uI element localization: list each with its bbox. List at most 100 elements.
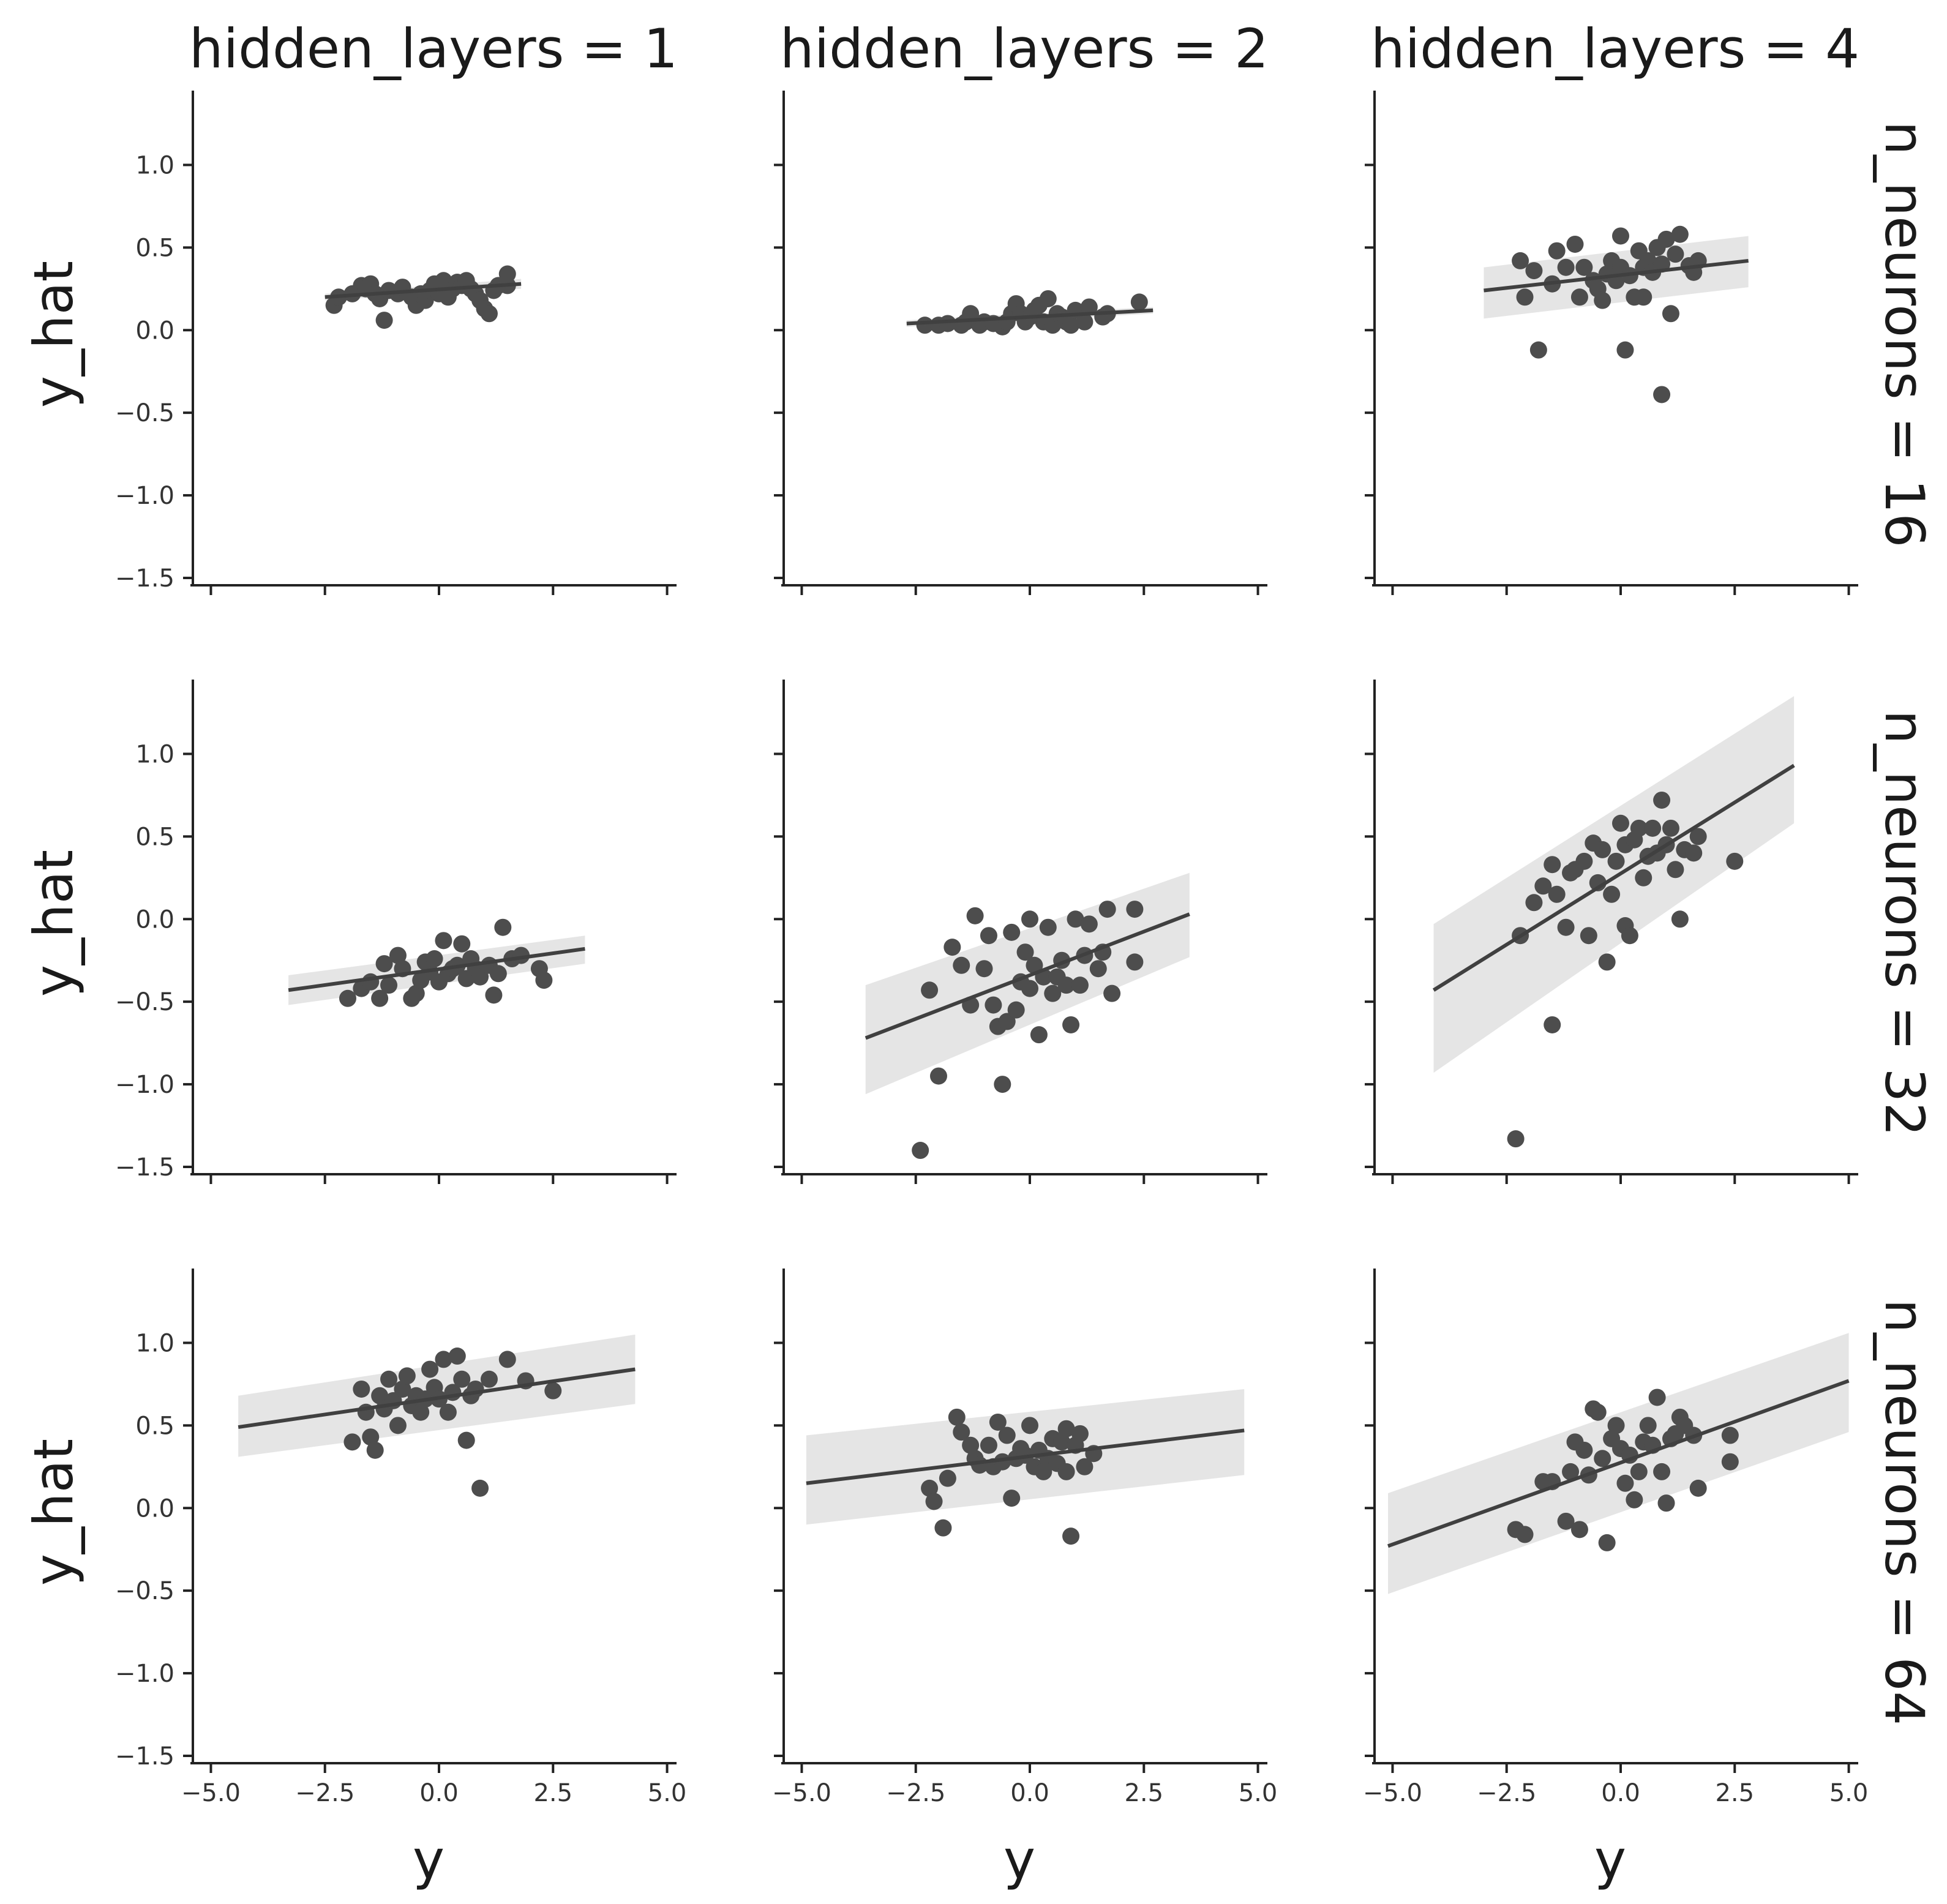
x-axis-label: y bbox=[1004, 1828, 1035, 1891]
data-point bbox=[1534, 877, 1552, 895]
data-point bbox=[362, 1428, 380, 1446]
column-titles: hidden_layers = 1 hidden_layers = 2 hidd… bbox=[189, 17, 1859, 80]
data-point bbox=[1575, 1441, 1593, 1459]
data-point bbox=[1544, 856, 1561, 874]
x-tick-label: −2.5 bbox=[886, 1779, 945, 1807]
regression-line bbox=[1432, 763, 1795, 992]
data-point bbox=[1616, 341, 1634, 359]
data-point bbox=[435, 932, 452, 950]
data-point bbox=[953, 1423, 970, 1441]
data-point bbox=[421, 1360, 439, 1378]
data-point bbox=[939, 1469, 956, 1487]
data-point bbox=[394, 1380, 411, 1398]
data-point bbox=[1689, 828, 1707, 845]
data-point bbox=[939, 315, 956, 332]
y-tick-label: 0.5 bbox=[135, 823, 174, 851]
data-point bbox=[398, 1367, 416, 1385]
data-point bbox=[339, 989, 356, 1007]
data-point bbox=[1544, 1016, 1561, 1033]
data-point bbox=[1057, 1463, 1075, 1480]
y-tick-label: 0.5 bbox=[135, 1412, 174, 1440]
data-point bbox=[1621, 927, 1638, 945]
data-point bbox=[1026, 956, 1043, 974]
data-point bbox=[480, 1370, 498, 1388]
data-point bbox=[980, 1436, 997, 1454]
data-point bbox=[1607, 1417, 1625, 1434]
x-tick-label: −5.0 bbox=[1363, 1779, 1422, 1807]
y-tick-label: 1.0 bbox=[135, 1329, 174, 1357]
data-point bbox=[985, 996, 1002, 1014]
data-point bbox=[535, 972, 553, 989]
col-title-hidden-layers-1: hidden_layers = 1 bbox=[189, 17, 678, 80]
panel-r2-c0: 1.0 0.5 0.0 −0.5 −1.0 −1.5−5.0 −2.5 0.0 2.5 5.0 y_… bbox=[22, 1269, 686, 1891]
data-point bbox=[407, 984, 425, 1002]
data-point bbox=[1594, 1450, 1611, 1467]
data-point bbox=[1529, 341, 1547, 359]
data-point bbox=[1612, 227, 1629, 245]
y-tick-label: −1.0 bbox=[115, 482, 174, 510]
y-tick-label: −0.5 bbox=[115, 399, 174, 427]
data-point bbox=[1076, 1458, 1094, 1475]
data-point bbox=[1575, 258, 1593, 276]
panel-r0-c0: 1.0 0.5 0.0 −0.5 −1.0 −1.5 y_hat bbox=[22, 91, 677, 595]
panel-r0-c1 bbox=[774, 91, 1267, 595]
data-point bbox=[1512, 252, 1529, 269]
data-point bbox=[1021, 910, 1038, 928]
data-point bbox=[1570, 1521, 1588, 1539]
x-tick-label: 2.5 bbox=[1124, 1779, 1163, 1807]
x-tick-label: 5.0 bbox=[1239, 1779, 1278, 1807]
data-point bbox=[1598, 953, 1616, 971]
data-point bbox=[1667, 245, 1684, 263]
data-point bbox=[912, 1142, 929, 1160]
data-point bbox=[1021, 1417, 1038, 1434]
data-point bbox=[1580, 927, 1597, 945]
data-point bbox=[1071, 1425, 1089, 1442]
data-point bbox=[435, 1351, 452, 1368]
data-point bbox=[962, 1436, 980, 1454]
x-tick-label: −5.0 bbox=[181, 1779, 241, 1807]
x-axis-label: y bbox=[413, 1828, 445, 1891]
y-tick-label: −1.5 bbox=[115, 564, 174, 593]
col-title-hidden-layers-4: hidden_layers = 4 bbox=[1371, 17, 1859, 80]
data-point bbox=[1557, 918, 1575, 936]
data-point bbox=[1057, 1420, 1075, 1437]
data-point bbox=[921, 1479, 939, 1497]
data-point bbox=[1653, 386, 1671, 403]
x-axis-label: y bbox=[1594, 1828, 1626, 1891]
data-point bbox=[1594, 291, 1611, 309]
y-tick-label: 0.5 bbox=[135, 234, 174, 262]
data-point bbox=[1003, 923, 1021, 941]
data-point bbox=[366, 1441, 384, 1459]
x-tick-label: 5.0 bbox=[1829, 1779, 1869, 1807]
data-point bbox=[1662, 305, 1679, 323]
panel-r0-c2: n_neurons = 16 bbox=[1365, 91, 1936, 595]
regression-line bbox=[806, 1428, 1245, 1485]
data-point bbox=[1626, 1491, 1643, 1509]
data-point bbox=[1667, 861, 1684, 879]
x-tick-label: 5.0 bbox=[648, 1779, 687, 1807]
regression-line bbox=[865, 912, 1190, 1040]
data-point bbox=[1657, 230, 1675, 248]
data-point bbox=[1076, 313, 1094, 331]
data-point bbox=[1557, 258, 1575, 276]
y-axis-label: y_hat bbox=[22, 261, 85, 408]
data-point bbox=[929, 1067, 947, 1085]
x-tick-label: 0.0 bbox=[1010, 1779, 1049, 1807]
panel-r1-c2: n_neurons = 32 bbox=[1365, 680, 1936, 1184]
x-tick-label: 2.5 bbox=[1715, 1779, 1754, 1807]
data-point bbox=[375, 312, 393, 329]
data-point bbox=[1021, 980, 1038, 997]
data-point bbox=[1053, 1433, 1071, 1451]
data-point bbox=[453, 1370, 471, 1388]
regression-line bbox=[238, 1367, 636, 1430]
data-point bbox=[1044, 984, 1062, 1002]
data-point bbox=[1594, 841, 1611, 858]
data-point bbox=[1557, 1512, 1575, 1530]
data-point bbox=[1003, 1490, 1021, 1507]
data-point bbox=[1721, 1426, 1739, 1444]
data-point bbox=[380, 976, 398, 994]
data-point bbox=[1516, 288, 1534, 306]
data-point bbox=[1612, 814, 1629, 832]
data-point bbox=[1039, 918, 1057, 936]
data-point bbox=[1007, 1001, 1025, 1019]
